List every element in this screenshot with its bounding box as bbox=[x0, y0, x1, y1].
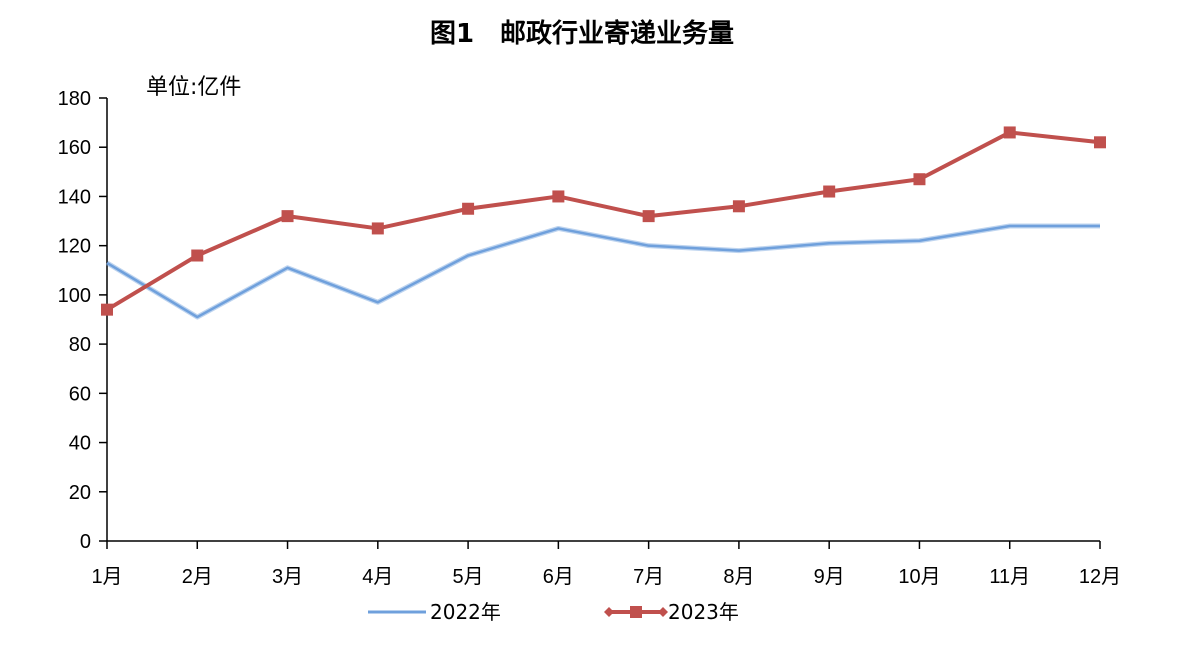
x-ticks: 1月 2月 3月 4月 5月 6月 7月 8月 9月 10月 11月 12月 bbox=[91, 541, 1121, 588]
x-tick-label: 3月 bbox=[272, 566, 303, 588]
series-2023-point bbox=[191, 249, 204, 262]
legend-label-2022: 2022年 bbox=[430, 600, 501, 624]
series-2023-point bbox=[101, 303, 113, 316]
y-tick-label: 40 bbox=[69, 433, 91, 455]
x-tick-label: 7月 bbox=[633, 566, 664, 588]
x-tick-label: 10月 bbox=[898, 566, 940, 588]
series-2023-point bbox=[913, 173, 926, 186]
axes bbox=[106, 98, 1100, 542]
legend-item-2023: 2023年 bbox=[604, 600, 739, 624]
legend-label-2023: 2023年 bbox=[668, 600, 739, 624]
series-2023-point bbox=[642, 210, 655, 223]
series-2023-point bbox=[462, 202, 475, 215]
y-tick-label: 80 bbox=[69, 334, 91, 356]
y-tick-label: 20 bbox=[69, 482, 91, 504]
x-tick-label: 9月 bbox=[814, 566, 845, 588]
unit-label: 单位:亿件 bbox=[146, 75, 241, 100]
legend-marker-diamond bbox=[658, 607, 668, 617]
series-2023-point bbox=[371, 222, 384, 235]
series-2023-point bbox=[823, 185, 836, 198]
series-2023-point bbox=[281, 210, 294, 223]
y-tick-label: 60 bbox=[69, 383, 91, 405]
chart-title: 图1 邮政行业寄递业务量 bbox=[430, 18, 734, 49]
series-2023-point bbox=[1003, 126, 1016, 139]
series-2023-point bbox=[732, 200, 745, 213]
y-tick-label: 180 bbox=[58, 88, 91, 110]
legend-marker-square bbox=[630, 606, 642, 618]
y-ticks: 0 20 40 60 80 100 120 140 160 180 bbox=[58, 88, 107, 553]
x-tick-label: 11月 bbox=[989, 566, 1030, 588]
legend: 2022年 2023年 bbox=[368, 600, 739, 624]
x-tick-label: 2月 bbox=[182, 566, 213, 588]
y-tick-label: 100 bbox=[58, 285, 91, 307]
x-tick-label: 5月 bbox=[453, 566, 484, 588]
series-2023-point bbox=[552, 190, 565, 203]
series-2022-line-shadow bbox=[105, 223, 1100, 320]
x-tick-label: 12月 bbox=[1079, 566, 1121, 588]
legend-marker-diamond bbox=[604, 607, 614, 617]
x-tick-label: 8月 bbox=[723, 566, 754, 588]
y-tick-label: 120 bbox=[58, 236, 91, 258]
series-2022-line bbox=[106, 224, 1100, 319]
series-layer bbox=[101, 126, 1106, 320]
x-tick-label: 6月 bbox=[543, 566, 574, 588]
y-tick-label: 0 bbox=[80, 531, 91, 553]
y-tick-label: 160 bbox=[58, 137, 91, 159]
x-tick-label: 4月 bbox=[362, 566, 393, 588]
series-2023-point bbox=[1094, 136, 1106, 149]
legend-item-2022: 2022年 bbox=[368, 600, 501, 624]
series-2023-line bbox=[105, 130, 1101, 312]
x-tick-label: 1月 bbox=[91, 566, 122, 588]
y-tick-label: 140 bbox=[58, 186, 91, 208]
